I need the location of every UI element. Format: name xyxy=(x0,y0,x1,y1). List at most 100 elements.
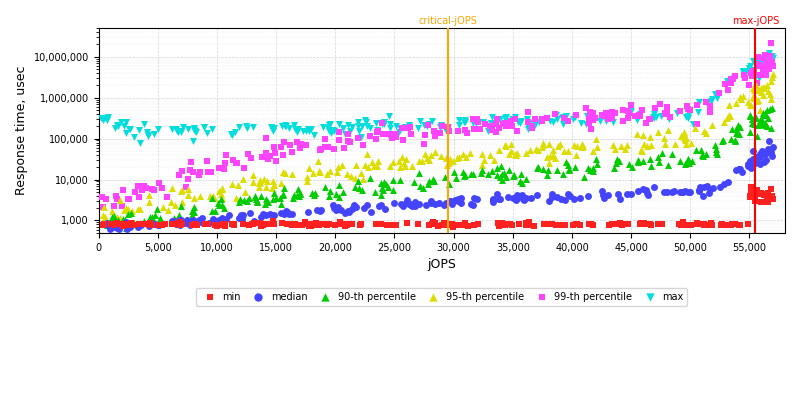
99-th percentile xyxy=(609,110,622,116)
95-th percentile xyxy=(755,85,768,92)
95-th percentile xyxy=(558,148,570,154)
99-th percentile xyxy=(500,122,513,129)
95-th percentile xyxy=(757,85,770,92)
99-th percentile xyxy=(583,109,596,115)
90-th percentile xyxy=(709,149,722,156)
90-th percentile xyxy=(168,215,181,222)
99-th percentile xyxy=(756,62,769,69)
95-th percentile xyxy=(645,142,658,148)
99-th percentile xyxy=(418,132,431,139)
median xyxy=(439,200,452,206)
median xyxy=(174,217,186,223)
90-th percentile xyxy=(458,172,471,178)
min xyxy=(492,222,505,229)
99-th percentile xyxy=(386,134,398,141)
max xyxy=(326,127,339,134)
min xyxy=(761,194,774,200)
max xyxy=(299,128,312,134)
min xyxy=(305,223,318,229)
median xyxy=(756,151,769,158)
median xyxy=(487,199,500,205)
median xyxy=(118,221,131,227)
99-th percentile xyxy=(762,59,775,65)
median xyxy=(218,217,230,223)
99-th percentile xyxy=(506,123,519,130)
min xyxy=(584,220,597,227)
min xyxy=(546,221,558,227)
99-th percentile xyxy=(138,183,150,189)
90-th percentile xyxy=(308,189,321,196)
min xyxy=(334,219,346,226)
95-th percentile xyxy=(246,172,259,178)
95-th percentile xyxy=(659,141,672,147)
median xyxy=(394,201,407,208)
max xyxy=(766,55,779,61)
max xyxy=(671,110,684,116)
median xyxy=(449,197,462,203)
95-th percentile xyxy=(97,212,110,218)
90-th percentile xyxy=(696,152,709,158)
95-th percentile xyxy=(143,192,156,198)
99-th percentile xyxy=(230,160,242,166)
min xyxy=(263,221,276,227)
max xyxy=(533,119,546,126)
max xyxy=(152,126,165,132)
min xyxy=(622,221,635,228)
min xyxy=(411,221,424,227)
95-th percentile xyxy=(114,215,126,222)
90-th percentile xyxy=(457,169,470,176)
99-th percentile xyxy=(260,150,273,156)
max xyxy=(421,122,434,129)
99-th percentile xyxy=(504,118,517,124)
min xyxy=(734,222,746,228)
99-th percentile xyxy=(201,169,214,175)
max xyxy=(752,58,765,64)
median xyxy=(237,212,250,218)
min xyxy=(170,221,182,228)
95-th percentile xyxy=(751,98,764,104)
99-th percentile xyxy=(760,60,773,66)
90-th percentile xyxy=(144,214,157,220)
95-th percentile xyxy=(357,176,370,182)
99-th percentile xyxy=(660,103,673,110)
90-th percentile xyxy=(274,195,286,201)
median xyxy=(696,192,709,199)
90-th percentile xyxy=(186,211,198,218)
median xyxy=(152,222,165,228)
max xyxy=(520,116,533,122)
95-th percentile xyxy=(394,163,406,170)
median xyxy=(674,188,687,195)
99-th percentile xyxy=(616,117,629,124)
median xyxy=(758,150,770,156)
median xyxy=(375,202,388,208)
max xyxy=(101,114,114,120)
max xyxy=(679,114,692,120)
median xyxy=(746,160,759,167)
min xyxy=(606,220,618,227)
max xyxy=(278,122,291,128)
95-th percentile xyxy=(706,121,718,128)
min xyxy=(218,221,230,228)
90-th percentile xyxy=(128,220,141,226)
90-th percentile xyxy=(215,202,228,208)
median xyxy=(733,166,746,173)
min xyxy=(753,190,766,196)
99-th percentile xyxy=(237,165,250,171)
99-th percentile xyxy=(659,110,672,116)
90-th percentile xyxy=(758,112,771,118)
median xyxy=(338,210,351,216)
99-th percentile xyxy=(724,79,737,86)
95-th percentile xyxy=(678,130,690,136)
99-th percentile xyxy=(579,105,592,111)
median xyxy=(750,154,762,160)
min xyxy=(137,220,150,227)
max xyxy=(701,100,714,107)
min xyxy=(340,221,353,228)
median xyxy=(754,152,766,158)
min xyxy=(228,221,241,228)
90-th percentile xyxy=(116,216,129,222)
median xyxy=(278,210,290,217)
max xyxy=(342,122,354,128)
99-th percentile xyxy=(595,112,608,118)
99-th percentile xyxy=(153,180,166,186)
